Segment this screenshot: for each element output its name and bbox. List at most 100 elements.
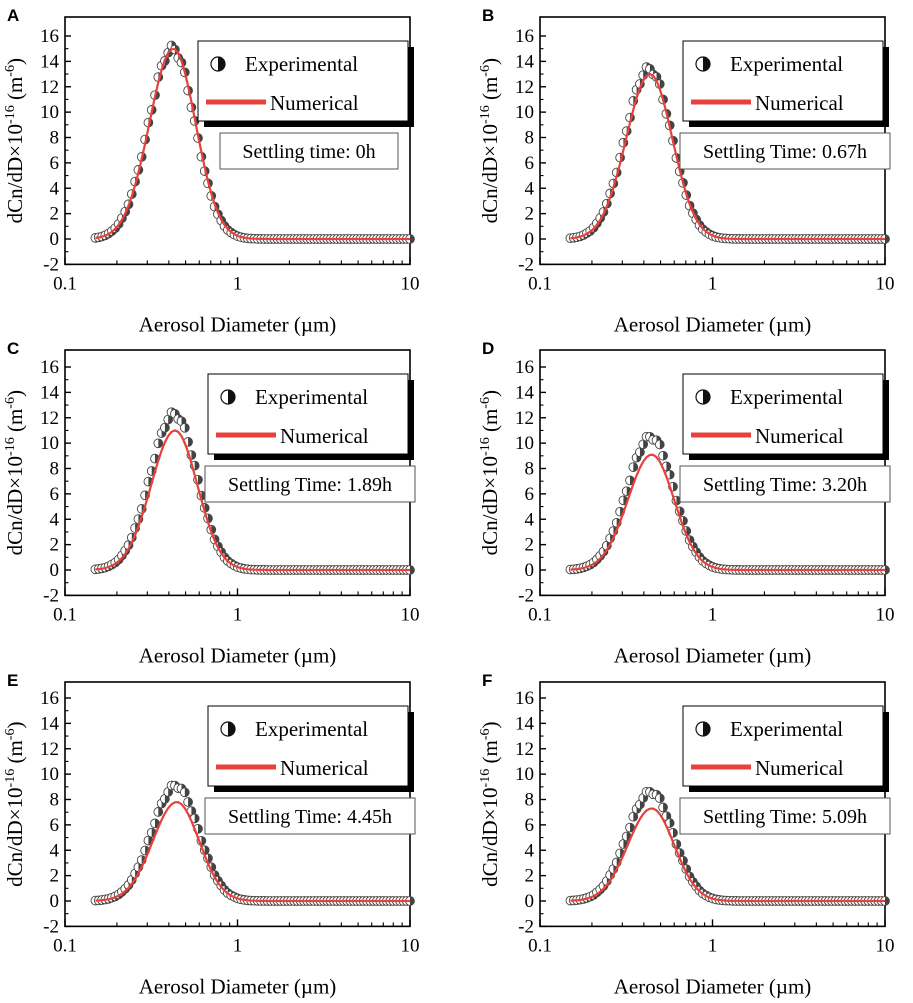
marker-half-fill	[198, 475, 203, 485]
x-tick-label: 10	[876, 273, 895, 294]
y-tick-label: 16	[515, 357, 534, 378]
legend-label-experimental: Experimental	[255, 717, 368, 741]
y-tick-label: -2	[43, 916, 59, 937]
legend-marker	[210, 56, 226, 72]
y-tick-label: 16	[40, 357, 59, 378]
annotation-box	[679, 465, 891, 503]
marker-half-fill	[673, 828, 678, 838]
legend-marker-half-fill	[703, 722, 710, 736]
legend-label-experimental: Experimental	[730, 52, 843, 76]
y-axis-title-part: )	[3, 390, 27, 397]
experimental-series	[565, 786, 890, 906]
marker-half-fill	[659, 79, 665, 89]
y-axis-title-part: (m	[3, 740, 27, 769]
y-tick-label: 0	[525, 560, 535, 581]
y-tick-label: 4	[525, 509, 535, 530]
experimental-point	[150, 818, 160, 829]
chart-panel-c: C -2 0 2 4 6 8 10 12 14 16 0.1 1 10 Aerosol Diameter (…	[3, 339, 420, 667]
legend-label-experimental: Experimental	[255, 385, 368, 409]
experimental-point	[179, 422, 190, 433]
panel-label: F	[482, 671, 492, 690]
settling-time-annotation: Settling Time: 3.20h	[703, 474, 867, 496]
x-tick-label: 1	[708, 935, 718, 956]
marker-half-fill	[686, 526, 691, 536]
panel-label: C	[7, 339, 19, 358]
legend-label-numerical: Numerical	[280, 424, 369, 448]
legend-label-experimental: Experimental	[245, 52, 358, 76]
marker-half-fill	[885, 896, 890, 906]
legend-box	[682, 373, 884, 455]
y-tick-label: 2	[50, 535, 60, 556]
y-axis-title: dCn/dD×10-16 (m-6)	[478, 58, 502, 223]
y-tick-label: 0	[525, 891, 535, 912]
x-tick-label: 1	[233, 273, 243, 294]
marker-half-fill	[191, 450, 196, 460]
x-tick-label: 10	[401, 604, 420, 625]
settling-time-annotation: Settling Time: 5.09h	[703, 806, 867, 828]
marker-half-fill	[184, 787, 190, 797]
legend-marker	[695, 56, 711, 72]
annotation-box	[679, 132, 891, 170]
legend-marker-half-fill	[228, 390, 235, 404]
y-tick-label: 16	[515, 26, 534, 47]
panel-label: D	[482, 339, 494, 358]
y-tick-label: -2	[43, 254, 59, 275]
panel-label: A	[7, 6, 19, 25]
chart-panel-d: D -2 0 2 4 6 8 10 12 14 16 0.1 1 10 Aerosol Diameter (…	[478, 339, 895, 667]
marker-half-fill	[194, 814, 200, 823]
marker-half-fill	[168, 415, 173, 424]
legend-label-numerical: Numerical	[755, 756, 844, 780]
y-axis-title-part: )	[3, 58, 27, 65]
experimental-point	[183, 797, 193, 807]
y-axis-title-part: (m	[3, 77, 27, 106]
y-tick-label: 14	[515, 713, 535, 734]
y-tick-label: 10	[515, 764, 534, 785]
marker-half-fill	[204, 503, 210, 513]
marker-half-fill	[164, 423, 170, 433]
y-tick-label: 14	[515, 51, 535, 72]
marker-half-fill	[673, 482, 678, 492]
legend-box	[207, 373, 409, 455]
legend-box	[682, 40, 884, 122]
marker-half-fill	[683, 856, 688, 866]
y-tick-label: 10	[515, 102, 534, 123]
y-tick-label: 2	[525, 535, 535, 556]
annotation-box	[219, 132, 399, 170]
y-tick-label: 6	[525, 484, 535, 505]
settling-time-annotation: Settling time: 0h	[242, 141, 375, 163]
y-tick-label: 16	[515, 688, 534, 709]
settling-time-annotation: Settling Time: 1.89h	[228, 474, 392, 496]
y-axis-title-superscript: -16	[478, 769, 493, 788]
y-tick-label: 6	[525, 815, 535, 836]
experimental-point	[203, 513, 213, 524]
experimental-point	[658, 450, 668, 461]
y-tick-label: -2	[518, 254, 534, 275]
y-axis-title-part: dCn/dD×10	[478, 124, 502, 223]
y-axis-title: dCn/dD×10-16 (m-6)	[3, 722, 27, 887]
marker-half-fill	[663, 451, 668, 461]
experimental-point	[635, 447, 645, 458]
marker-half-fill	[208, 853, 213, 863]
x-tick-label: 1	[233, 604, 243, 625]
x-tick-label: 1	[708, 604, 718, 625]
y-axis-title-superscript: -6	[3, 729, 18, 741]
legend-label-numerical: Numerical	[280, 756, 369, 780]
x-axis-title: Aerosol Diameter (µm)	[139, 643, 337, 667]
y-tick-label: 0	[50, 560, 60, 581]
x-axis-title: Aerosol Diameter (µm)	[139, 974, 337, 998]
legend-label-numerical: Numerical	[270, 91, 359, 115]
marker-half-fill	[158, 807, 163, 817]
marker-half-fill	[410, 896, 415, 906]
settling-time-annotation: Settling Time: 4.45h	[228, 806, 392, 828]
marker-half-fill	[669, 470, 675, 480]
y-axis-title-superscript: -6	[478, 729, 493, 741]
x-tick-label: 0.1	[53, 604, 77, 625]
experimental-point	[189, 813, 200, 824]
marker-half-fill	[679, 848, 685, 858]
y-tick-label: 12	[515, 408, 534, 429]
x-tick-label: 0.1	[528, 273, 552, 294]
y-axis-title-part: )	[478, 58, 502, 65]
y-axis-title-superscript: -16	[3, 105, 18, 124]
legend-marker-half-fill	[228, 722, 235, 736]
y-tick-label: 0	[525, 229, 535, 250]
